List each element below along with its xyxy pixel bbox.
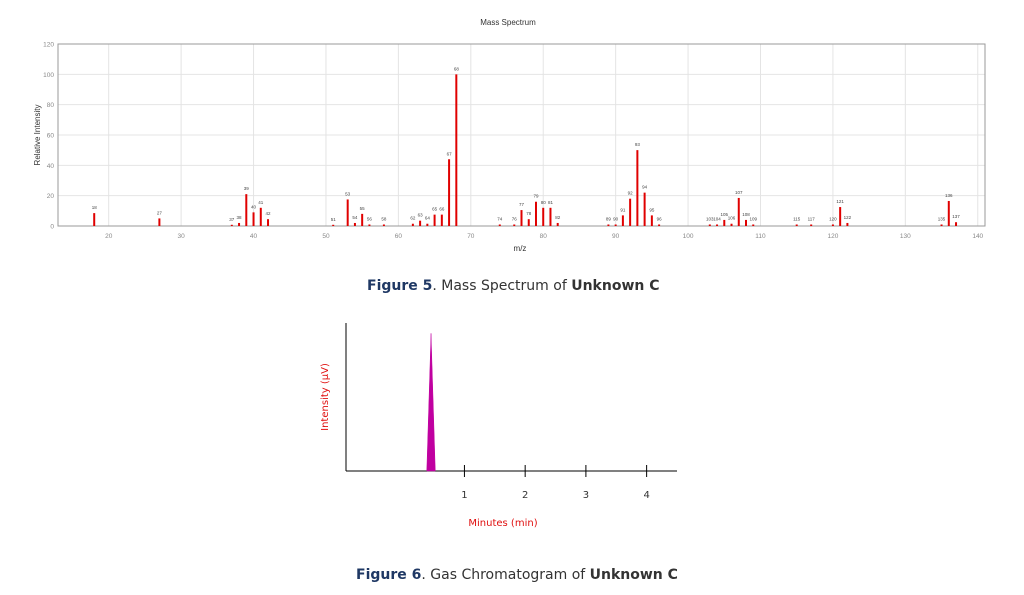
figure-5-caption: Figure 5. Mass Spectrum of Unknown C [367, 278, 660, 294]
x-tick-label: 20 [105, 233, 113, 240]
figure-5-text: . Mass Spectrum of [432, 278, 572, 294]
peak-label: 82 [555, 215, 561, 220]
y-tick-label: 80 [47, 102, 55, 109]
peak-label: 64 [425, 216, 431, 221]
peak-label: 65 [432, 207, 438, 212]
peak-label: 55 [360, 206, 366, 211]
peak-label: 80 [541, 200, 547, 205]
peak-label: 18 [92, 205, 98, 210]
peak-label: 68 [454, 66, 460, 71]
peak-label: 136 [945, 193, 953, 198]
peak-label: 91 [620, 207, 626, 212]
peak-label: 105 [721, 212, 729, 217]
peak-label: 93 [635, 142, 641, 147]
peak-label: 58 [381, 216, 387, 221]
peak-label: 115 [793, 216, 801, 221]
x-tick-label: 70 [467, 233, 475, 240]
peak-label: 74 [497, 216, 503, 221]
figure-5-subject: Unknown C [571, 278, 660, 294]
peak-label: 38 [237, 215, 243, 220]
figure-6-subject: Unknown C [589, 567, 678, 583]
peak-label: 51 [331, 217, 337, 222]
y-tick-label: 120 [43, 42, 54, 49]
peak-label: 135 [938, 216, 946, 221]
peak-label: 122 [844, 215, 852, 220]
x-tick-label: 3 [583, 490, 589, 501]
peak-label: 77 [519, 202, 525, 207]
x-tick-label: 1 [461, 490, 467, 501]
x-tick-label: 100 [683, 233, 694, 240]
peak-label: 106 [728, 216, 736, 221]
figure-5-label: Figure 5 [367, 278, 433, 294]
peak-label: 81 [548, 200, 554, 205]
figure-6-text: . Gas Chromatogram of [421, 567, 590, 583]
x-axis-label: m/z [514, 244, 527, 253]
x-tick-label: 110 [755, 233, 766, 240]
peak-label: 79 [533, 194, 539, 199]
y-tick-label: 60 [47, 133, 55, 140]
peak-label: 39 [244, 186, 250, 191]
x-tick-label: 140 [972, 233, 983, 240]
y-tick-label: 20 [47, 193, 55, 200]
peak-label: 109 [749, 216, 757, 221]
peak-label: 37 [229, 217, 235, 222]
x-tick-label: 30 [178, 233, 186, 240]
x-tick-label: 2 [522, 490, 528, 501]
figure-6-label: Figure 6 [356, 567, 422, 583]
x-tick-label: 90 [612, 233, 620, 240]
x-tick-label: 120 [827, 233, 838, 240]
x-tick-label: 80 [540, 233, 548, 240]
x-tick-label: 50 [322, 233, 330, 240]
x-tick-label: 130 [900, 233, 911, 240]
y-axis-label: Relative Intensity [33, 105, 42, 166]
chromatogram-peak [426, 333, 436, 472]
figure-6-caption: Figure 6. Gas Chromatogram of Unknown C [356, 567, 678, 583]
peak-label: 120 [829, 216, 837, 221]
y-axis-label: Intensity (µV) [320, 363, 331, 431]
peak-label: 107 [735, 190, 743, 195]
y-tick-label: 0 [50, 224, 54, 231]
y-tick-label: 100 [43, 72, 54, 79]
peak-label: 92 [628, 191, 634, 196]
peak-label: 53 [345, 191, 351, 196]
chart-title: Mass Spectrum [480, 18, 536, 27]
peak-label: 76 [512, 216, 518, 221]
peak-label: 66 [439, 207, 445, 212]
mass-spectrum-chart: Mass Spectrum 0 20 40 60 80 100 120 20 30 40 50 60 70… [33, 18, 986, 253]
peak-label: 40 [251, 204, 257, 209]
peak-label: 41 [258, 200, 264, 205]
peak-label: 117 [808, 216, 816, 221]
peak-label: 96 [657, 216, 663, 221]
x-axis-label: Minutes (min) [468, 518, 537, 529]
peak-label: 63 [418, 213, 424, 218]
x-tick-label: 60 [395, 233, 403, 240]
peak-label: 42 [266, 211, 272, 216]
peak-label: 62 [410, 216, 416, 221]
peak-label: 94 [642, 185, 648, 190]
peak-label: 95 [649, 207, 655, 212]
peak-label: 27 [157, 210, 163, 215]
peak-label: 54 [352, 215, 358, 220]
peak-label: 56 [367, 216, 373, 221]
peak-label: 104 [713, 216, 721, 221]
peak-label: 137 [952, 214, 960, 219]
peak-label: 121 [836, 199, 844, 204]
peak-label: 78 [526, 211, 532, 216]
peak-label: 90 [613, 216, 619, 221]
x-tick-label: 40 [250, 233, 258, 240]
peak-label: 108 [742, 212, 750, 217]
peak-label: 67 [447, 151, 453, 156]
peak-label: 103 [706, 216, 714, 221]
y-tick-label: 40 [47, 163, 55, 170]
peak-label: 89 [606, 216, 612, 221]
x-tick-label: 4 [643, 490, 649, 501]
